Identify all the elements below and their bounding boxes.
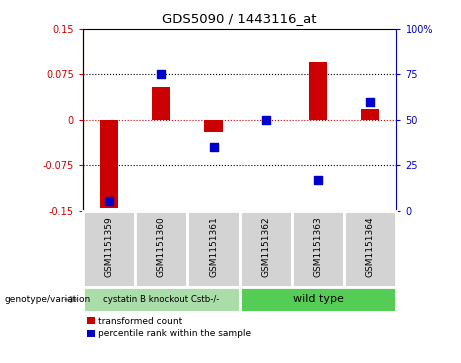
Text: cystatin B knockout Cstb-/-: cystatin B knockout Cstb-/- [103,295,219,304]
Point [106,199,113,204]
Point [366,99,374,105]
Text: genotype/variation: genotype/variation [5,295,91,304]
Title: GDS5090 / 1443116_at: GDS5090 / 1443116_at [162,12,317,25]
Bar [361,109,379,120]
Text: GSM1151360: GSM1151360 [157,217,166,277]
Text: GSM1151362: GSM1151362 [261,217,270,277]
Bar [204,120,223,132]
Text: wild type: wild type [293,294,343,305]
Point [314,177,322,183]
Bar [152,86,171,120]
Text: GSM1151361: GSM1151361 [209,217,218,277]
Bar [344,211,396,287]
Legend: transformed count, percentile rank within the sample: transformed count, percentile rank withi… [88,317,251,338]
Bar [240,287,396,312]
Bar [83,211,135,287]
Bar [292,211,344,287]
Bar [83,287,240,312]
Text: GSM1151364: GSM1151364 [366,217,375,277]
Bar [100,120,118,208]
Point [262,117,270,123]
Text: GSM1151359: GSM1151359 [105,217,113,277]
Bar [188,211,240,287]
Bar [309,62,327,120]
Point [210,144,217,150]
Bar [135,211,188,287]
Point [158,72,165,77]
Bar [240,211,292,287]
Text: GSM1151363: GSM1151363 [313,217,323,277]
